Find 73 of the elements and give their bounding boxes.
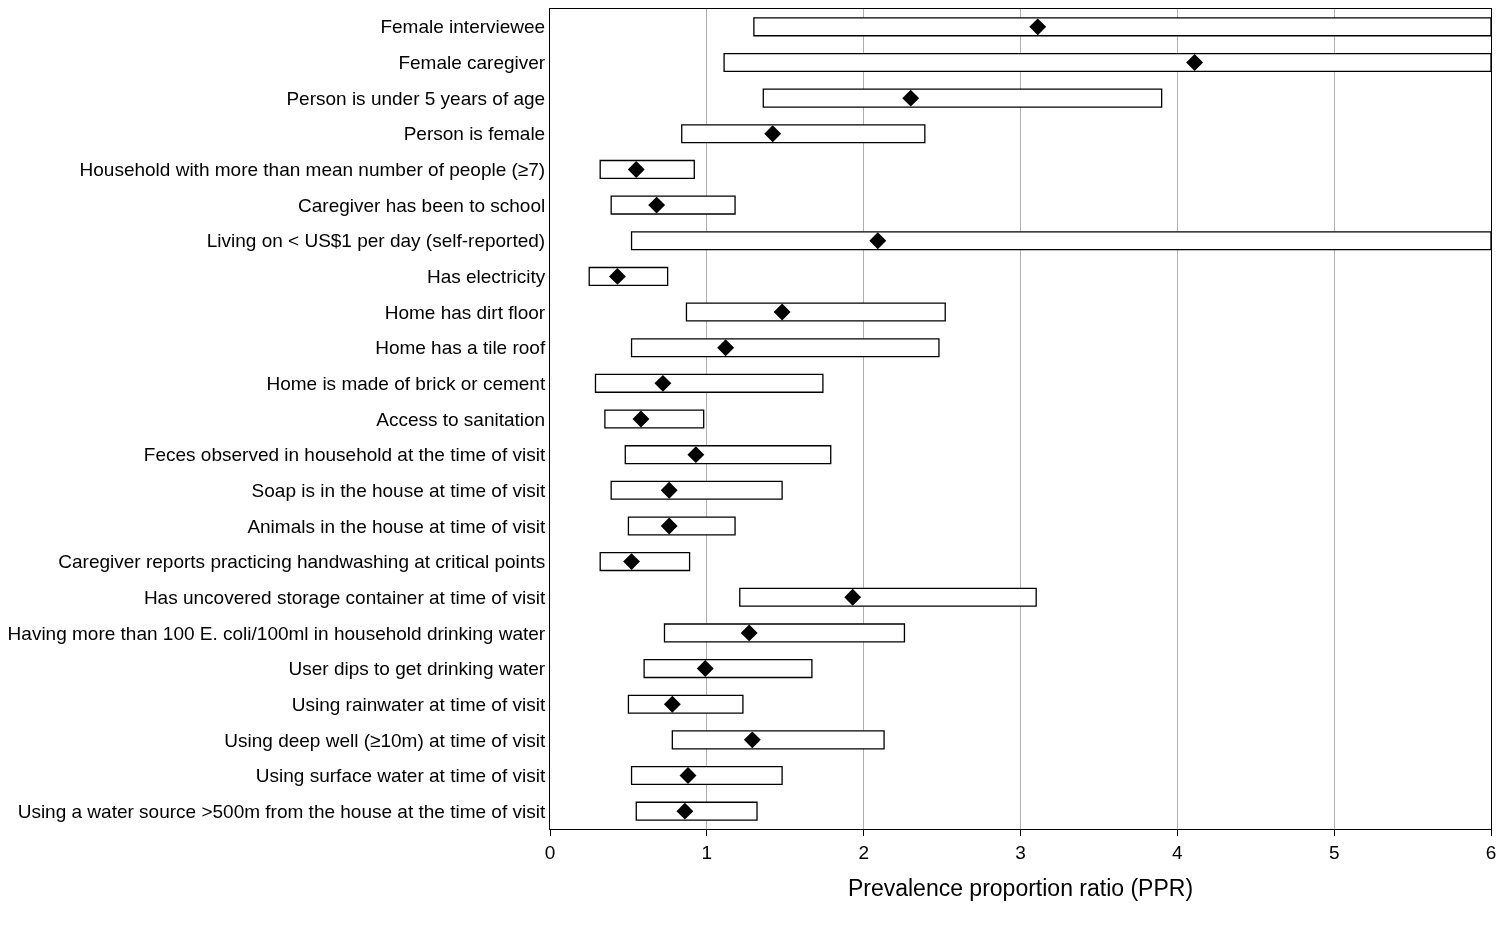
point <box>743 731 761 749</box>
bar <box>739 587 1037 607</box>
point <box>648 196 666 214</box>
y-tick-label: Having more than 100 E. coli/100ml in household drinking water <box>7 622 546 644</box>
x-tick-label: 0 <box>544 841 556 863</box>
bar <box>681 124 926 144</box>
y-tick-label: Using rainwater at time of visit <box>291 693 546 715</box>
bar <box>599 159 695 179</box>
x-axis-title: Prevalence proportion ratio (PPR) <box>847 875 1194 902</box>
point <box>869 232 887 250</box>
y-tick-label: Feces observed in household at the time of visit <box>143 444 546 466</box>
y-tick-label: Caregiver reports practicing handwashing at critical points <box>58 551 546 573</box>
point <box>764 125 782 143</box>
bar <box>610 195 736 215</box>
bar <box>671 730 885 750</box>
x-tick-label: 1 <box>701 841 713 863</box>
bar <box>624 445 832 465</box>
point <box>654 374 672 392</box>
y-tick-label: Household with more than mean number of people (≥7) <box>79 159 546 181</box>
bar <box>627 694 744 714</box>
point <box>902 89 920 107</box>
point <box>632 410 650 428</box>
bar <box>643 659 813 679</box>
point <box>740 624 758 642</box>
bar <box>594 373 824 393</box>
bar <box>630 338 940 358</box>
y-tick-label: Caregiver has been to school <box>298 194 546 216</box>
y-tick-label: Home is made of brick or cement <box>266 373 546 394</box>
y-tick-label: Animals in the house at time of visit <box>247 515 546 537</box>
y-tick-label: Living on < US$1 per day (self-reported) <box>206 230 546 252</box>
point <box>663 695 681 713</box>
y-tick-label: Access to sanitation <box>376 408 546 430</box>
bar <box>635 801 758 821</box>
y-tick-label: Female interviewee <box>380 16 546 38</box>
point <box>627 160 645 178</box>
point <box>608 267 626 285</box>
y-tick-label: Has uncovered storage container at time of visit <box>143 586 546 608</box>
y-tick-label: Female caregiver <box>398 52 546 74</box>
y-tick-label: Has electricity <box>426 266 546 288</box>
bar <box>604 409 705 429</box>
y-tick-label: Using a water source >500m from the house at the time of visit <box>17 800 546 822</box>
bar <box>610 480 783 500</box>
point <box>623 553 640 571</box>
x-tick-label: 3 <box>1015 841 1026 863</box>
bar <box>685 302 946 322</box>
y-tick-label: Using deep well (≥10m) at time of visit <box>224 729 546 751</box>
y-tick-label: Soap is in the house at time of visit <box>251 479 546 501</box>
bar <box>762 88 1163 108</box>
y-tick-label: Home has dirt floor <box>384 301 546 323</box>
x-tick-label: 6 <box>1485 841 1497 863</box>
point <box>660 481 678 499</box>
bar <box>627 516 736 536</box>
bar <box>630 765 783 786</box>
point <box>679 767 697 784</box>
point <box>773 303 791 321</box>
point <box>1186 54 1204 71</box>
point <box>676 802 694 820</box>
point <box>1029 18 1047 36</box>
bar <box>663 623 906 643</box>
x-tick-label: 4 <box>1172 841 1184 863</box>
y-tick-label: User dips to get drinking water <box>288 658 546 680</box>
point <box>687 446 705 464</box>
point <box>717 339 735 357</box>
y-tick-label: Home has a tile roof <box>375 337 546 359</box>
y-tick-label: Using surface water at time of visit <box>255 765 546 787</box>
x-tick-label: 5 <box>1328 841 1340 863</box>
y-tick-label: Person is under 5 years of age <box>286 87 546 109</box>
bar <box>599 552 691 572</box>
point <box>660 517 678 535</box>
point <box>844 588 862 606</box>
y-tick-label: Person is female <box>403 123 546 145</box>
x-tick-label: 2 <box>858 841 869 863</box>
point <box>696 660 714 678</box>
